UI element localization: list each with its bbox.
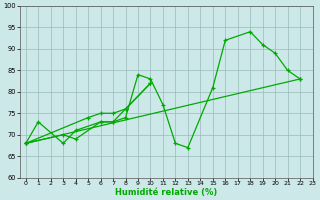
X-axis label: Humidité relative (%): Humidité relative (%) — [115, 188, 217, 197]
